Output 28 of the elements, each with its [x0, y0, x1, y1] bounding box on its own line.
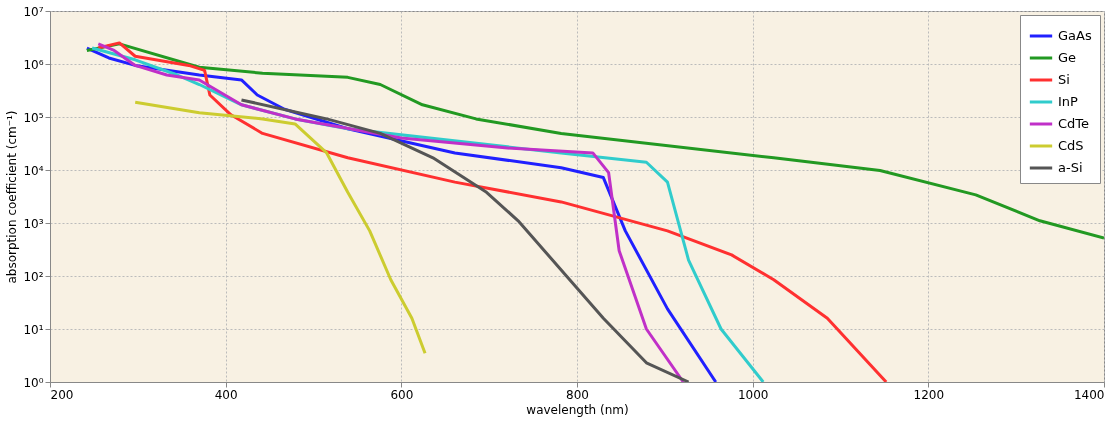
y-tick-label: 10³ [23, 216, 44, 231]
line-series [96, 41, 888, 382]
y-tick-label: 10⁴ [23, 163, 44, 178]
legend-label: CdS [1058, 138, 1084, 153]
line-series [239, 98, 691, 382]
y-tick-label: 10⁷ [23, 4, 44, 19]
x-tick-label: 800 [566, 387, 589, 402]
legend-label: Ge [1058, 50, 1077, 65]
y-tick-label: 10⁶ [23, 57, 44, 72]
x-axis-title: wavelength (nm) [526, 402, 629, 417]
x-tick-label: 600 [390, 387, 414, 402]
legend-label: Si [1058, 72, 1070, 87]
x-tick-label: 1000 [737, 387, 769, 402]
y-tick-label: 10² [23, 269, 44, 284]
x-tick-label: 400 [214, 387, 238, 402]
legend-label: CdTe [1058, 116, 1090, 131]
y-tick-label: 10⁵ [23, 110, 44, 125]
legend-label: GaAs [1058, 28, 1092, 43]
y-axis-title: absorption coefficient (cm⁻¹) [5, 110, 20, 284]
line-series [133, 100, 427, 355]
y-tick-label: 10⁰ [23, 375, 44, 390]
legend-label: a-Si [1058, 160, 1083, 175]
x-tick-label: 200 [50, 387, 74, 402]
legend-label: InP [1058, 94, 1079, 109]
y-tick-label: 10¹ [23, 322, 44, 337]
x-tick-label: 1200 [913, 387, 945, 402]
x-tick-label: 1400 [1073, 387, 1105, 402]
line-series [85, 42, 1104, 240]
